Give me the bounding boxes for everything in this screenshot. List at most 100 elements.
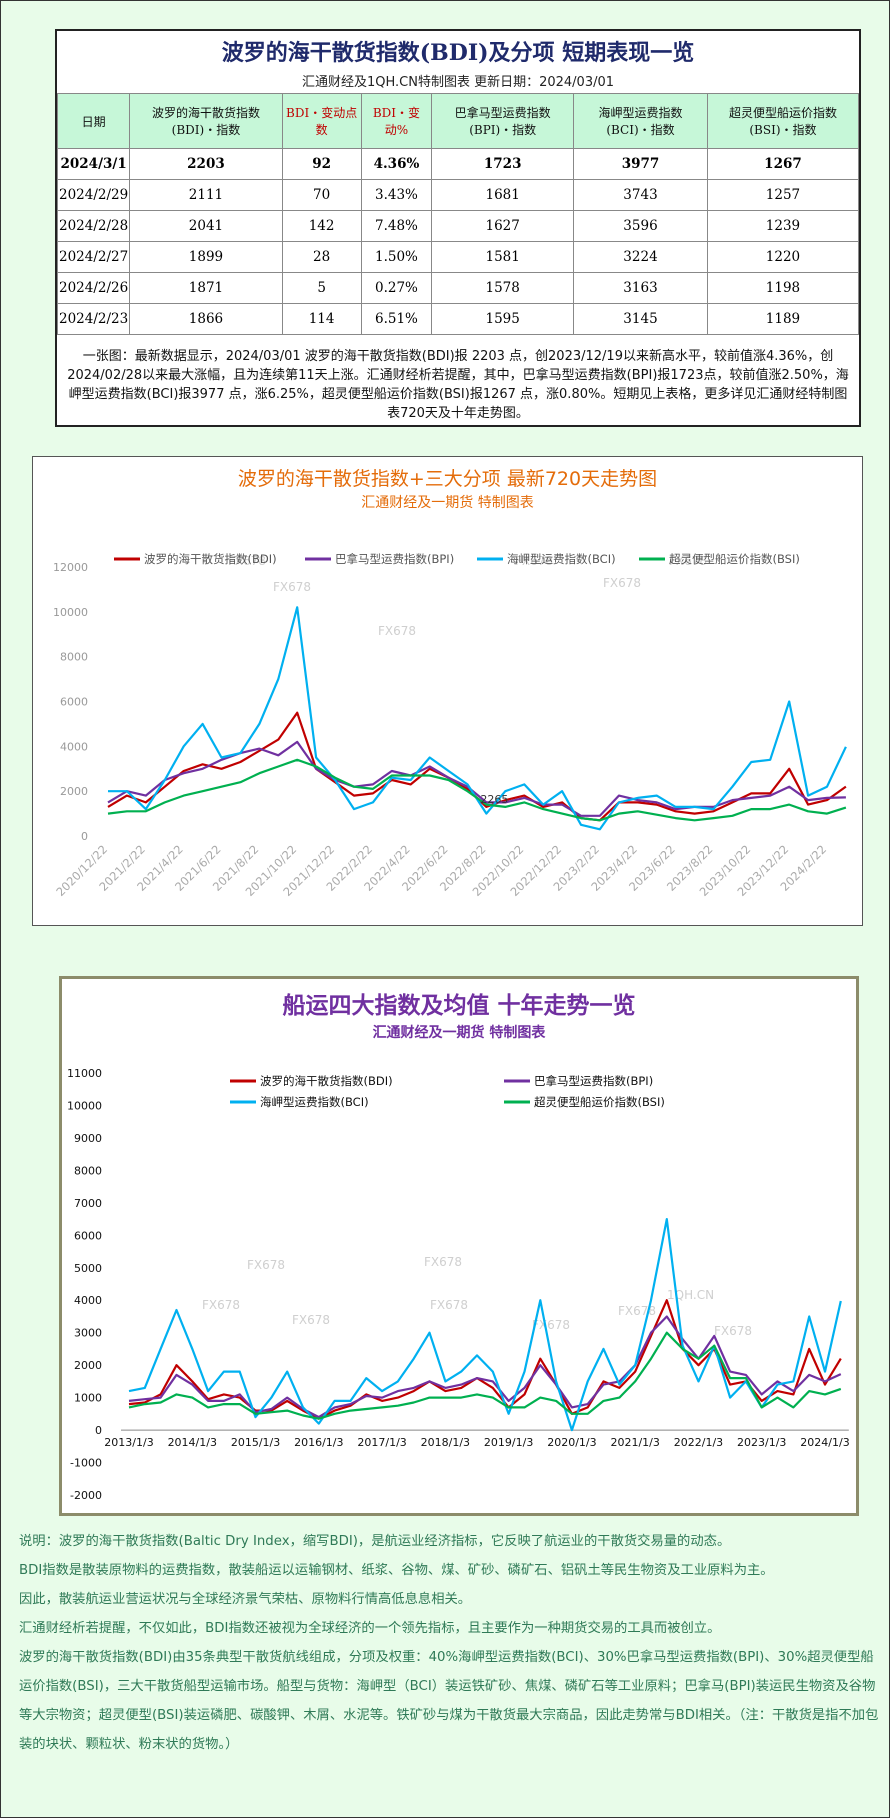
column-header: 日期: [56, 93, 131, 149]
x-tick-label: 2022/1/3: [674, 1436, 723, 1449]
column-header: 波罗的海干散货指数(BDI)・指数: [129, 93, 283, 149]
table-cell: 4.36%: [360, 148, 433, 180]
y-tick-label: -2000: [70, 1489, 102, 1502]
y-tick-label: -1000: [70, 1457, 102, 1470]
table-cell: 2024/3/1: [56, 148, 131, 180]
legend-label: 巴拿马型运费指数(BPI): [534, 1074, 653, 1088]
table-cell: 114: [281, 303, 362, 335]
note-paragraph: 说明：波罗的海干散货指数(Baltic Dry Index，缩写BDI)，是航运…: [19, 1534, 731, 1549]
table-cell: 2041: [129, 210, 283, 242]
table-row: 2024/2/26 1871 5 0.27% 1578 3163 1198: [56, 272, 860, 304]
legend-label: 海岬型运费指数(BCI): [260, 1095, 369, 1109]
x-tick-label: 2023/1/3: [737, 1436, 786, 1449]
table-cell: 7.48%: [360, 210, 433, 242]
series-line: [128, 1331, 842, 1420]
table-cell: 1866: [129, 303, 283, 335]
chart-subtitle: 汇通财经及一期货 特制图表: [361, 494, 533, 511]
legend-label: 巴拿马型运费指数(BPI): [335, 552, 454, 566]
series-line: [128, 1315, 842, 1419]
chart-box: 波罗的海干散货指数+三大分项 最新720天走势图汇通财经及一期货 特制图表 FX6…: [32, 456, 863, 926]
table-cell: 0.27%: [360, 272, 433, 304]
table-cell: 2024/2/23: [56, 303, 131, 335]
y-tick-label: 2000: [74, 1359, 102, 1372]
y-tick-label: 7000: [74, 1197, 102, 1210]
table-cell: 3163: [573, 272, 708, 304]
watermark: FX678: [714, 1324, 752, 1338]
watermark: FX678: [430, 1298, 468, 1312]
note-paragraph: 汇通财经析若提醒，不仅如此，BDI指数还被视为全球经济的一个领先指标，且主要作为…: [19, 1621, 721, 1636]
y-tick-label: 5000: [74, 1262, 102, 1275]
table-cell: 1627: [431, 210, 575, 242]
table-cell: 3145: [573, 303, 708, 335]
chart-box: 船运四大指数及均值 十年走势一览 汇通财经及一期货 特制图表 FX678 FX678 F…: [59, 976, 859, 1516]
y-tick-label: 6000: [60, 696, 88, 709]
table-cell: 3.43%: [360, 179, 433, 211]
x-tick-label: 2021/1/3: [610, 1436, 659, 1449]
legend-label: 波罗的海干散货指数(BDI): [144, 552, 277, 566]
series-line: [128, 1299, 842, 1420]
y-tick-label: 6000: [74, 1229, 102, 1242]
y-tick-label: 10000: [67, 1099, 102, 1112]
table-cell: 3977: [573, 148, 708, 180]
watermark: FX678: [424, 1255, 462, 1269]
table-cell: 1257: [706, 179, 860, 211]
table-cell: 3743: [573, 179, 708, 211]
watermark: FX678: [669, 554, 707, 568]
table-cell: 6.51%: [360, 303, 433, 335]
table-row: 2024/2/27 1899 28 1.50% 1581 3224 1220: [56, 241, 860, 273]
table-cell: 1239: [706, 210, 860, 242]
table-cell: 5: [281, 272, 362, 304]
table-title: 波罗的海干散货指数(BDI)及分项 短期表现一览: [221, 40, 695, 66]
watermark: FX678: [515, 554, 553, 568]
x-tick-label: 2017/1/3: [357, 1436, 406, 1449]
table-row: 2024/2/28 2041 142 7.48% 1627 3596 1239: [56, 210, 860, 242]
column-header: BDI・变动点数: [281, 93, 362, 149]
watermark: FX678: [247, 1258, 285, 1272]
x-tick-label: 2013/1/3: [104, 1436, 153, 1449]
note-paragraph: 因此，散装航运业营运状况与全球经济景气荣枯、原物料行情高低息息相关。: [19, 1592, 472, 1607]
table-cell: 92: [281, 148, 362, 180]
watermark: FX678: [532, 1318, 570, 1332]
y-tick-label: 8000: [60, 651, 88, 664]
y-tick-label: 4000: [60, 740, 88, 753]
x-tick-label: 2018/1/3: [421, 1436, 470, 1449]
y-tick-label: 12000: [53, 561, 88, 574]
table: 日期 波罗的海干散货指数(BDI)・指数 BDI・变动点数 BDI・变动% 巴拿马型运费…: [56, 93, 860, 335]
column-header: BDI・变动%: [360, 93, 433, 149]
series-line: [128, 1218, 842, 1432]
y-tick-label: 11000: [67, 1067, 102, 1080]
x-tick-label: 2019/1/3: [484, 1436, 533, 1449]
series-line: [107, 740, 846, 817]
table-cell: 1267: [706, 148, 860, 180]
table-cell: 1723: [431, 148, 575, 180]
table-cell: 1681: [431, 179, 575, 211]
table-cell: 3224: [573, 241, 708, 273]
table-subtitle: 汇通财经及1QH.CN特制图表 更新日期：2024/03/01: [301, 75, 615, 90]
watermark: FX678: [378, 624, 416, 638]
note-paragraph: 波罗的海干散货指数(BDI)由35条典型干散货航线组成，分项及权重：40%海岬型…: [19, 1650, 879, 1752]
legend-label: 海岬型运费指数(BCI): [507, 552, 616, 566]
table-row: 2024/2/29 2111 70 3.43% 1681 3743 1257: [56, 179, 860, 211]
y-tick-label: 3000: [74, 1327, 102, 1340]
chart-title: 波罗的海干散货指数+三大分项 最新720天走势图: [238, 468, 657, 490]
table-cell: 1871: [129, 272, 283, 304]
column-header: 巴拿马型运费指数(BPI)・指数: [431, 93, 575, 149]
table-cell: 2203: [129, 148, 283, 180]
y-tick-label: 9000: [74, 1132, 102, 1145]
table-cell: 142: [281, 210, 362, 242]
x-tick-label: 2015/1/3: [231, 1436, 280, 1449]
x-tick-label: 2020/1/3: [547, 1436, 596, 1449]
watermark: FX678: [202, 1298, 240, 1312]
column-header: 超灵便型船运价指数(BSI)・指数: [706, 93, 860, 149]
table-cell: 2024/2/29: [56, 179, 131, 211]
watermark: FX678: [273, 580, 311, 594]
note-paragraph: BDI指数是散装原物料的运费指数，散装船运以运输钢材、纸浆、谷物、煤、矿砂、磷矿…: [19, 1563, 774, 1578]
table-cell: 28: [281, 241, 362, 273]
table-cell: 1581: [431, 241, 575, 273]
x-tick-label: 2016/1/3: [294, 1436, 343, 1449]
chart-title: 船运四大指数及均值 十年走势一览: [282, 992, 635, 1019]
y-tick-label: 0: [95, 1424, 102, 1437]
